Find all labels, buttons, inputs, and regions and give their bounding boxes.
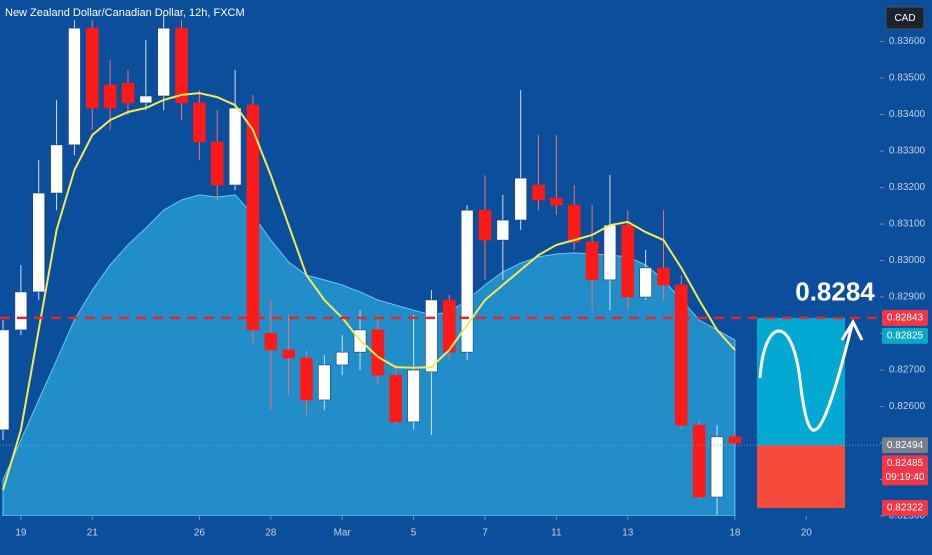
y-tick-label: 0.82600 bbox=[889, 401, 926, 412]
candle-body bbox=[264, 332, 278, 351]
candle-body bbox=[407, 369, 420, 423]
countdown-label: 09:19:40 bbox=[886, 472, 925, 483]
currency-button[interactable] bbox=[885, 6, 925, 30]
x-tick-label: 26 bbox=[194, 528, 206, 539]
price-tag bbox=[882, 327, 928, 344]
y-tick-label: 0.83600 bbox=[889, 36, 926, 47]
x-tick-label: 19 bbox=[15, 528, 27, 539]
price-tag bbox=[882, 499, 928, 516]
y-tick-label: 0.82700 bbox=[889, 365, 926, 376]
currency-button-label[interactable]: CAD bbox=[894, 13, 915, 24]
y-tick-label: 0.83200 bbox=[889, 182, 926, 193]
candle-body bbox=[532, 184, 545, 201]
candle-body bbox=[478, 209, 492, 241]
candle-body bbox=[246, 104, 260, 331]
candle-body bbox=[282, 349, 295, 359]
price-tag-label: 0.82825 bbox=[887, 330, 924, 341]
x-tick-label: Mar bbox=[334, 528, 352, 539]
candle-body bbox=[585, 241, 599, 281]
x-tick-label: 21 bbox=[87, 528, 99, 539]
candle-body bbox=[728, 436, 742, 444]
y-tick-label: 0.83300 bbox=[889, 146, 926, 157]
x-tick-label: 11 bbox=[551, 528, 562, 539]
candle-body bbox=[175, 27, 188, 104]
candle-body bbox=[68, 27, 81, 146]
arrow-head bbox=[840, 318, 864, 341]
candle-body bbox=[193, 102, 206, 143]
x-tick-label: 28 bbox=[265, 528, 277, 539]
y-tick-label: 0.83500 bbox=[889, 73, 926, 84]
y-tick-label: 0.83000 bbox=[889, 255, 926, 266]
candle-body bbox=[139, 95, 153, 104]
y-tick-label: 0.83400 bbox=[889, 109, 926, 120]
x-tick-label: 18 bbox=[729, 528, 741, 539]
price-tag bbox=[882, 455, 928, 486]
candle-body bbox=[85, 27, 99, 109]
price-tag-label: 0.82843 bbox=[887, 312, 924, 323]
level-annotation: 0.8284 bbox=[795, 277, 875, 307]
candle-body bbox=[50, 144, 63, 194]
price-tag bbox=[882, 437, 928, 454]
candle-body bbox=[442, 299, 456, 353]
overlay-layer: 0.8284 bbox=[0, 277, 880, 508]
price-tag-label: 0.82322 bbox=[887, 503, 924, 514]
candle-layer bbox=[0, 14, 742, 515]
candle-body bbox=[103, 84, 117, 109]
x-tick-label: 5 bbox=[411, 528, 417, 539]
chart-title: New Zealand Dollar/Canadian Dollar, 12h,… bbox=[5, 7, 245, 19]
candle-body bbox=[550, 197, 563, 206]
x-tick-label: 13 bbox=[622, 528, 634, 539]
candle-body bbox=[603, 224, 617, 281]
candle-body bbox=[389, 374, 403, 423]
candle-body bbox=[32, 192, 46, 293]
y-tick-label: 0.82300 bbox=[889, 511, 926, 522]
x-tick-label: 7 bbox=[482, 528, 488, 539]
candle-body bbox=[425, 299, 438, 373]
candle-body bbox=[14, 291, 28, 331]
moving-average bbox=[2, 92, 736, 491]
candle-body bbox=[692, 424, 706, 498]
candle-body bbox=[621, 224, 635, 298]
price-tag bbox=[882, 309, 928, 326]
price-tag-label: 0.82485 bbox=[887, 458, 924, 469]
candle-body bbox=[710, 436, 724, 498]
candle-body bbox=[657, 267, 670, 286]
candle-body bbox=[514, 177, 527, 221]
candle-body bbox=[157, 27, 170, 97]
candle-body bbox=[639, 267, 652, 298]
candle-body bbox=[121, 82, 135, 104]
y-tick-label: 0.83100 bbox=[889, 219, 926, 230]
stop-zone bbox=[757, 445, 845, 508]
x-tick-label: 20 bbox=[801, 528, 813, 539]
candle-body bbox=[567, 204, 581, 243]
wave-drawing bbox=[758, 324, 854, 432]
ma-layer bbox=[2, 92, 736, 491]
time-axis-bg bbox=[0, 516, 880, 550]
candle-body bbox=[300, 357, 313, 401]
candle-body bbox=[496, 219, 510, 241]
candle-body bbox=[318, 364, 331, 401]
candle-body bbox=[228, 107, 242, 186]
candle-body bbox=[675, 284, 688, 426]
candle-body bbox=[335, 351, 349, 366]
candle-body bbox=[210, 141, 224, 186]
price-tag-label: 0.82494 bbox=[887, 440, 924, 451]
candle-body bbox=[0, 329, 10, 431]
y-tick-label: 0.82900 bbox=[889, 292, 926, 303]
